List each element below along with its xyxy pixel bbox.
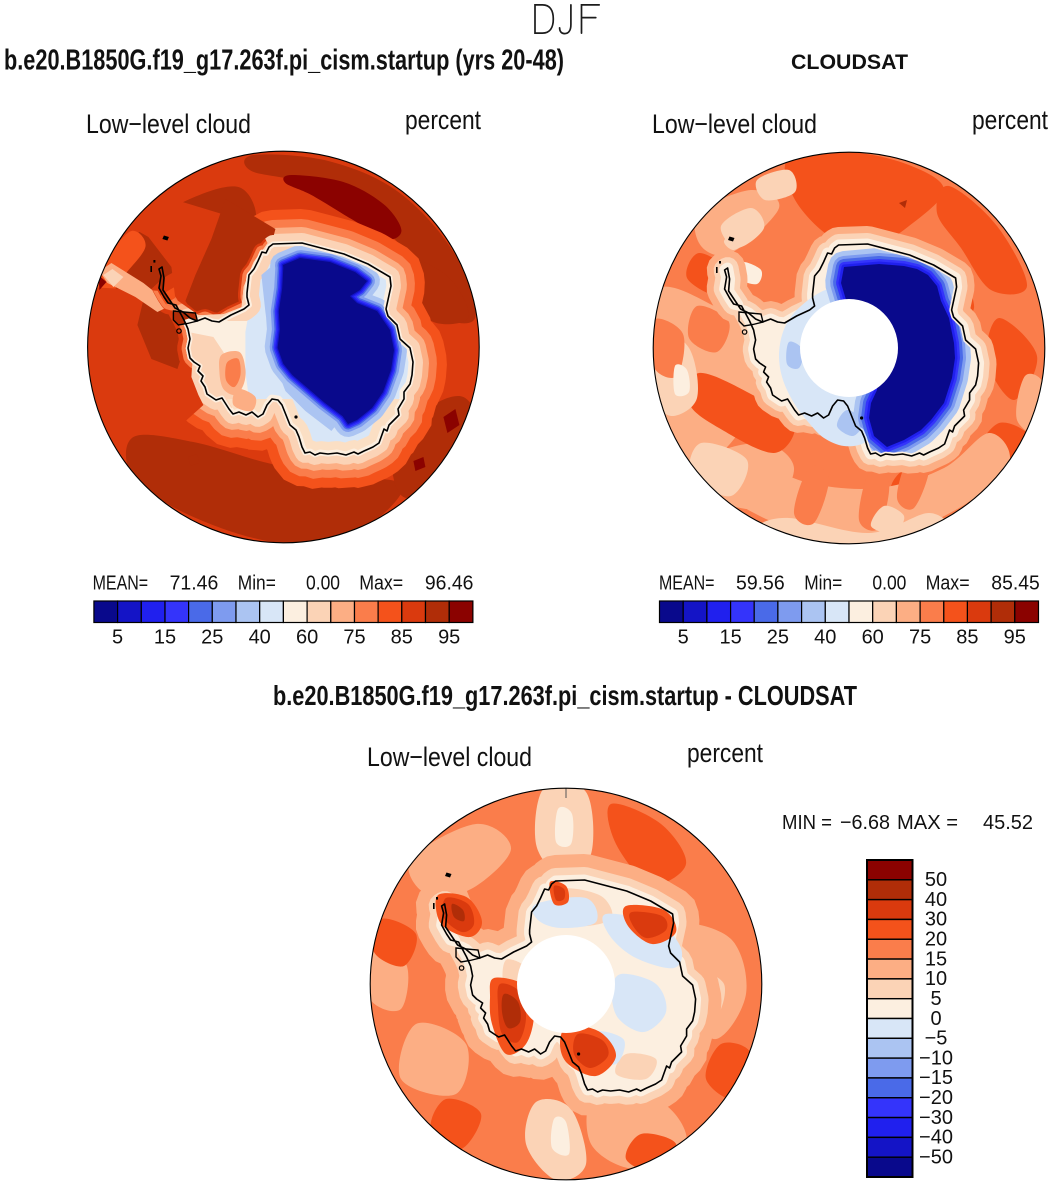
svg-text:percent: percent <box>972 105 1048 135</box>
svg-text:b.e20.B1850G.f19_g17.263f.pi_c: b.e20.B1850G.f19_g17.263f.pi_cism.startu… <box>273 680 857 711</box>
svg-text:Max=: Max= <box>926 573 970 595</box>
svg-text:60: 60 <box>862 627 884 649</box>
svg-text:5: 5 <box>930 988 941 1010</box>
svg-text:CLOUDSAT: CLOUDSAT <box>791 50 908 74</box>
svg-text:40: 40 <box>814 627 836 649</box>
svg-text:MEAN=: MEAN= <box>659 573 715 595</box>
svg-text:5: 5 <box>678 627 689 649</box>
svg-text:15: 15 <box>154 627 176 649</box>
svg-text:Low−level cloud: Low−level cloud <box>367 742 532 772</box>
svg-text:0.00: 0.00 <box>306 573 340 595</box>
svg-text:40: 40 <box>249 627 271 649</box>
svg-text:b.e20.B1850G.f19_g17.263f.pi_c: b.e20.B1850G.f19_g17.263f.pi_cism.startu… <box>4 44 564 76</box>
svg-text:75: 75 <box>909 627 931 649</box>
svg-text:Min=: Min= <box>238 573 276 595</box>
svg-text:25: 25 <box>767 627 789 649</box>
svg-text:15: 15 <box>719 627 741 649</box>
svg-text:96.46: 96.46 <box>425 573 474 595</box>
svg-text:Min=: Min= <box>804 573 842 595</box>
svg-text:−40: −40 <box>919 1127 953 1149</box>
svg-text:15: 15 <box>925 948 947 970</box>
svg-text:Max=: Max= <box>359 573 403 595</box>
svg-text:MEAN=: MEAN= <box>93 573 149 595</box>
svg-text:25: 25 <box>201 627 223 649</box>
svg-text:20: 20 <box>925 929 947 951</box>
svg-text:−15: −15 <box>919 1067 953 1089</box>
svg-text:MIN =: MIN = <box>782 811 832 834</box>
svg-text:percent: percent <box>687 738 763 768</box>
svg-text:−30: −30 <box>919 1107 953 1129</box>
svg-text:MAX =: MAX = <box>897 811 958 834</box>
svg-text:85: 85 <box>391 627 413 649</box>
svg-text:85: 85 <box>956 627 978 649</box>
svg-text:10: 10 <box>925 968 947 990</box>
svg-text:40: 40 <box>925 889 947 911</box>
svg-text:85.45: 85.45 <box>991 573 1040 595</box>
svg-text:59.56: 59.56 <box>736 573 785 595</box>
svg-text:95: 95 <box>438 627 460 649</box>
svg-text:71.46: 71.46 <box>170 573 219 595</box>
svg-text:percent: percent <box>405 105 481 135</box>
svg-text:75: 75 <box>343 627 365 649</box>
svg-text:5: 5 <box>112 627 123 649</box>
svg-text:−20: −20 <box>919 1087 953 1109</box>
svg-text:−50: −50 <box>919 1147 953 1169</box>
svg-text:−10: −10 <box>919 1047 953 1069</box>
svg-text:60: 60 <box>296 627 318 649</box>
svg-text:−6.68: −6.68 <box>840 811 890 834</box>
svg-text:Low−level cloud: Low−level cloud <box>652 109 817 139</box>
svg-text:50: 50 <box>925 869 947 891</box>
svg-text:45.52: 45.52 <box>983 811 1033 834</box>
svg-text:Low−level cloud: Low−level cloud <box>86 109 251 139</box>
svg-text:0: 0 <box>930 1008 941 1030</box>
svg-text:95: 95 <box>1004 627 1026 649</box>
svg-text:30: 30 <box>925 909 947 931</box>
svg-text:−5: −5 <box>925 1028 948 1050</box>
svg-text:0.00: 0.00 <box>872 573 906 595</box>
